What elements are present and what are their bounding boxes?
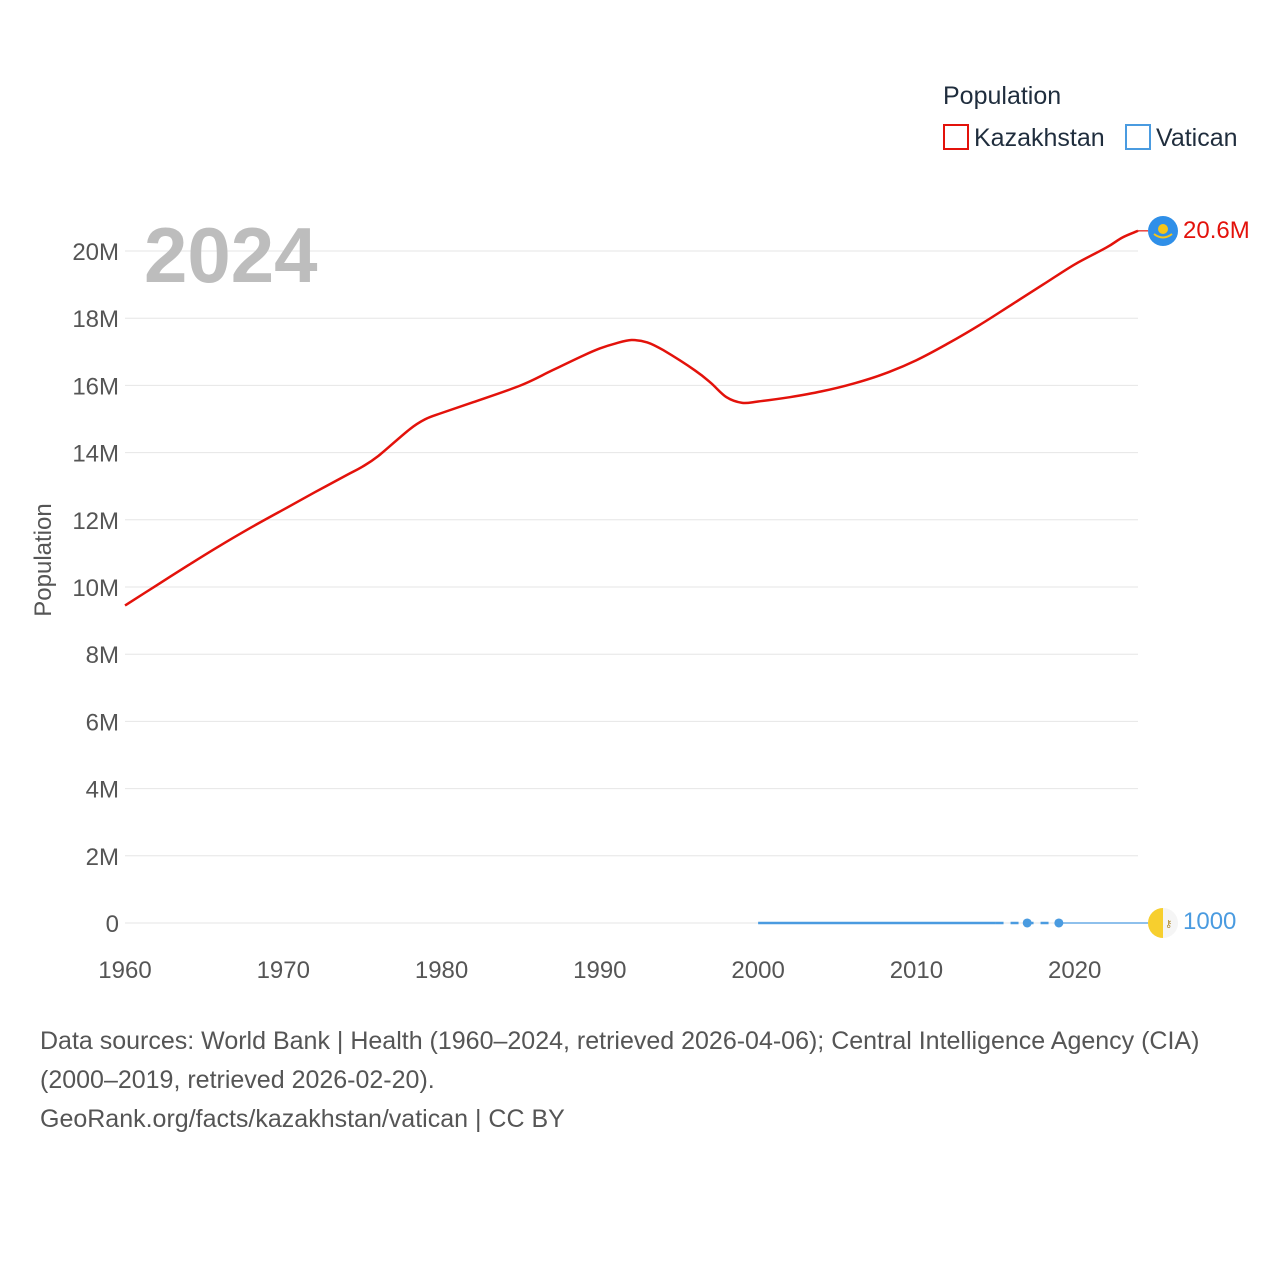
y-axis-label: Population xyxy=(30,503,57,616)
x-tick-label: 1990 xyxy=(573,957,626,984)
x-tick-label: 2010 xyxy=(890,957,943,984)
year-label: 2024 xyxy=(144,211,318,299)
vatican-data-point xyxy=(1054,918,1064,928)
y-tick-label: 18M xyxy=(72,306,119,333)
legend-label-kazakhstan[interactable]: Kazakhstan xyxy=(974,124,1105,152)
y-tick-label: 14M xyxy=(72,441,119,468)
y-tick-label: 4M xyxy=(86,777,119,804)
population-chart: 0 2M 4M 6M 8M 10M 12M 14M 16M 18M 20M 1960 1970 1980… xyxy=(30,82,1250,984)
footer: Data sources: World Bank | Health (1960–… xyxy=(40,1022,1250,1139)
y-tick-label: 6M xyxy=(86,709,119,736)
x-axis: 1960 1970 1980 1990 2000 2010 2020 xyxy=(98,957,1101,984)
series-layer xyxy=(124,229,1148,928)
legend: Population Kazakhstan Vatican xyxy=(943,82,1238,152)
y-tick-label: 12M xyxy=(72,508,119,535)
y-tick-label: 8M xyxy=(86,642,119,669)
data-sources: Data sources: World Bank | Health (1960–… xyxy=(40,1027,1200,1094)
grid-lines xyxy=(125,250,1138,924)
y-tick-label: 16M xyxy=(72,373,119,400)
vatican-end-label: 1000 xyxy=(1183,908,1236,935)
kazakhstan-line xyxy=(124,229,1139,607)
y-tick-label: 10M xyxy=(72,575,119,602)
y-axis: 0 2M 4M 6M 8M 10M 12M 14M 16M 18M 20M xyxy=(72,239,119,938)
source-link[interactable]: GeoRank.org/facts/kazakhstan/vatican | C… xyxy=(40,1105,565,1133)
svg-text:⚷: ⚷ xyxy=(1165,919,1172,930)
y-tick-label: 2M xyxy=(86,844,119,871)
x-tick-label: 1970 xyxy=(257,957,310,984)
legend-swatch-kazakhstan[interactable] xyxy=(943,124,969,150)
x-tick-label: 1960 xyxy=(98,957,151,984)
legend-label-vatican[interactable]: Vatican xyxy=(1156,124,1238,152)
vatican-flag-icon: ⚷ xyxy=(1148,908,1178,938)
x-tick-label: 2000 xyxy=(731,957,784,984)
x-tick-label: 1980 xyxy=(415,957,468,984)
vatican-data-point xyxy=(1022,918,1032,928)
kazakhstan-flag-icon xyxy=(1148,216,1178,246)
y-tick-label: 20M xyxy=(72,239,119,266)
legend-title: Population xyxy=(943,82,1061,110)
x-tick-label: 2020 xyxy=(1048,957,1101,984)
kazakhstan-end-label: 20.6M xyxy=(1183,217,1250,244)
y-tick-label: 0 xyxy=(106,911,119,938)
legend-swatch-vatican[interactable] xyxy=(1125,124,1151,150)
